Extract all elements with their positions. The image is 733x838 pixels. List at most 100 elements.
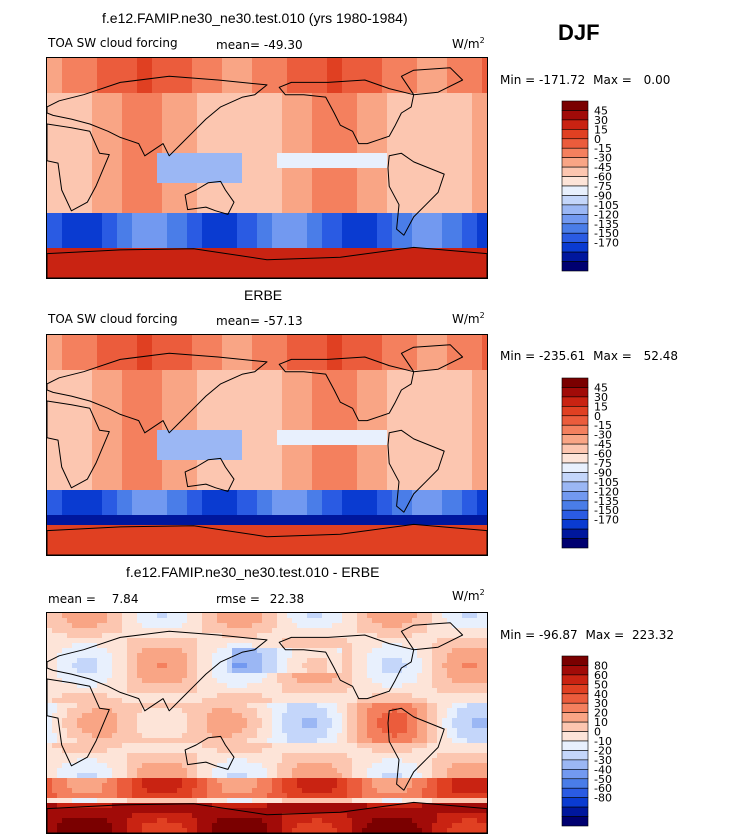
panel3-units: W/m2 — [452, 588, 485, 603]
panel3-colorbar-tick: 20 — [594, 707, 608, 720]
panel3-colorbar-tick: 30 — [594, 697, 608, 710]
panel3-colorbar-tick: 80 — [594, 659, 608, 672]
panel1-colorbar-tick: -135 — [594, 218, 619, 231]
panel2-mean-value: -57.13 — [263, 314, 303, 328]
panel1-colorbar-box — [561, 232, 589, 243]
panel1-colorbar-box — [561, 185, 589, 196]
panel1-units: W/m2 — [452, 36, 485, 51]
panel1-colorbar-tick: -45 — [594, 161, 612, 174]
panel3-colorbar-box — [561, 778, 589, 789]
panel2-colorbar-box — [561, 415, 589, 426]
panel3-map — [46, 612, 488, 834]
panel1-map-svg — [47, 58, 487, 278]
panel3-min-label: Min = — [500, 628, 536, 642]
panel1-mean: mean= -49.30 — [216, 38, 303, 52]
panel2-colorbar-box — [561, 538, 589, 549]
panel3-max-value: 223.32 — [632, 628, 675, 642]
panel2-colorbar-tick: -105 — [594, 476, 619, 489]
panel3-colorbar-tick: -20 — [594, 744, 612, 757]
panel2-map-svg — [47, 335, 487, 555]
panel3-colorbar-box — [561, 674, 589, 685]
panel3-colorbar-tick: -40 — [594, 763, 612, 776]
panel1-colorbar-tick: -30 — [594, 152, 612, 165]
panel2-units-sup: 2 — [479, 311, 485, 320]
panel3-colorbar-box — [561, 797, 589, 808]
panel1-colorbar-box — [561, 195, 589, 206]
panel3-colorbar-box — [561, 740, 589, 751]
panel1-units-sup: 2 — [479, 36, 485, 45]
panel2-mean-label: mean= — [216, 314, 261, 328]
panel2-colorbar-tick: -45 — [594, 438, 612, 451]
panel2-colorbar: 4530150-15-30-45-60-75-90-105-120-135-15… — [561, 377, 619, 549]
panel1-colorbar-box — [561, 176, 589, 187]
panel2-units: W/m2 — [452, 311, 485, 326]
panel3-colorbar-tick: 0 — [594, 726, 601, 739]
panel3-min-value: -96.87 — [539, 628, 578, 642]
panel2-colorbar-box — [561, 472, 589, 483]
panel2-colorbar-box — [561, 424, 589, 435]
panel3-colorbar-box — [561, 759, 589, 770]
panel2-colorbar-tick: 45 — [594, 381, 608, 394]
panel1-colorbar-box — [561, 166, 589, 177]
panel3-colorbar-box — [561, 769, 589, 780]
panel1-colorbar-box — [561, 251, 589, 262]
panel3-mean-value: 7.84 — [111, 592, 139, 606]
panel2-colorbar-tick: -90 — [594, 466, 612, 479]
panel2-colorbar-box — [561, 481, 589, 492]
panel3-colorbar-box — [561, 750, 589, 761]
panel1-minmax: Min = -171.72 Max = 0.00 — [500, 73, 670, 87]
panel2-colorbar-box — [561, 509, 589, 520]
panel1-colorbar-tick: 15 — [594, 123, 608, 136]
panel2-colorbar-box — [561, 528, 589, 539]
panel3-max-label: Max = — [585, 628, 625, 642]
panel2-colorbar-box — [561, 453, 589, 464]
panel1-colorbar-box — [561, 157, 589, 168]
panel1-map — [46, 57, 488, 279]
panel2-colorbar-box — [561, 406, 589, 417]
panel3-colorbar-box — [561, 721, 589, 732]
panel3-rmse-label: rmse = — [216, 592, 260, 606]
panel3-mean-label: mean = — [48, 592, 96, 606]
panel2-minmax: Min = -235.61 Max = 52.48 — [500, 349, 678, 363]
panel3-rmse: rmse = 22.38 — [216, 592, 304, 606]
panel1-colorbar-box — [561, 100, 589, 111]
panel1-colorbar-box — [561, 261, 589, 272]
panel3-colorbar-box — [561, 712, 589, 723]
panel1-colorbar-box — [561, 204, 589, 215]
panel2-min-label: Min = — [500, 349, 536, 363]
panel3-colorbar-tick: 40 — [594, 688, 608, 701]
panel3-colorbar-tick: -80 — [594, 792, 612, 805]
panel1-colorbar-tick: -150 — [594, 227, 619, 240]
panel1-colorbar-box — [561, 119, 589, 130]
panel1-variable: TOA SW cloud forcing — [48, 36, 178, 50]
panel1-title: f.e12.FAMIP.ne30_ne30.test.010 (yrs 1980… — [102, 10, 408, 26]
panel1-colorbar: 4530150-15-30-45-60-75-90-105-120-135-15… — [561, 100, 619, 272]
panel3-units-sup: 2 — [479, 588, 485, 597]
panel1-max-value: 0.00 — [643, 73, 671, 87]
panel1-colorbar-box — [561, 242, 589, 253]
panel2-colorbar-box — [561, 377, 589, 388]
panel3-map-svg — [47, 613, 487, 833]
panel1-min-value: -171.72 — [539, 73, 586, 87]
panel1-min-label: Min = — [500, 73, 536, 87]
panel2-colorbar-tick: -60 — [594, 448, 612, 461]
panel3-colorbar-box — [561, 731, 589, 742]
panel2-min-value: -235.61 — [539, 349, 586, 363]
panel2-colorbar-box — [561, 387, 589, 398]
panel3-colorbar-tick: 50 — [594, 678, 608, 691]
panel1-colorbar-box — [561, 129, 589, 140]
panel3-colorbar-tick: -10 — [594, 735, 612, 748]
panel3-colorbar-box — [561, 655, 589, 666]
panel1-colorbar-tick: -15 — [594, 142, 612, 155]
panel2-colorbar-box — [561, 443, 589, 454]
panel1-mean-label: mean= — [216, 38, 261, 52]
panel3-colorbar-tick: 10 — [594, 716, 608, 729]
panel2-colorbar-box — [561, 462, 589, 473]
panel3-units-text: W/m — [452, 589, 480, 603]
panel2-colorbar-box — [561, 434, 589, 445]
panel2-colorbar-box — [561, 491, 589, 502]
panel3-colorbar-tick: 60 — [594, 669, 608, 682]
panel3-minmax: Min = -96.87 Max = 223.32 — [500, 628, 674, 642]
panel2-colorbar-tick: 30 — [594, 391, 608, 404]
